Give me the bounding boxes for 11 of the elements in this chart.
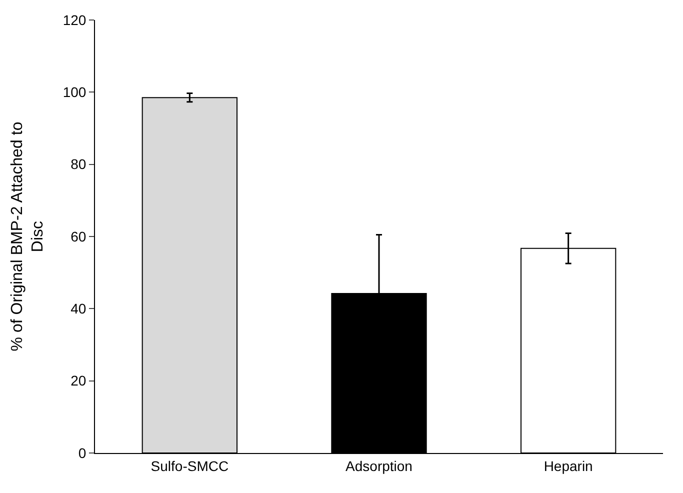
y-tick-label: 0	[78, 444, 86, 461]
y-axis-title: % of Original BMP-2 Attached to Disc	[8, 122, 47, 352]
y-tick-label: 20	[70, 372, 86, 389]
y-tick-label: 100	[62, 84, 86, 100]
x-tick-label: Adsorption	[346, 458, 412, 474]
y-tick-label: 120	[62, 12, 86, 28]
x-tick-label: Sulfo-SMCC	[150, 458, 229, 474]
y-tick-label: 80	[70, 156, 86, 172]
y-tick-label: 40	[70, 300, 86, 317]
y-tick-label: 60	[70, 228, 86, 244]
x-tick-label: Heparin	[544, 458, 593, 474]
